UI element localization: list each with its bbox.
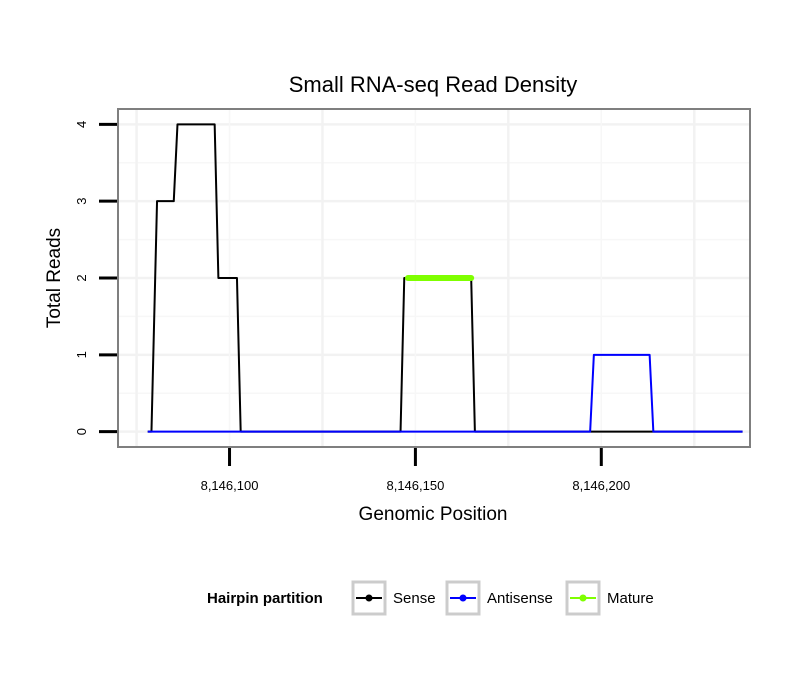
x-axis: 8,146,100 8,146,150 8,146,200 xyxy=(201,448,630,493)
legend-label-sense: Sense xyxy=(393,590,436,607)
series-layer xyxy=(147,123,743,433)
y-tick-label: 0 xyxy=(74,428,89,435)
legend-key-dot xyxy=(365,594,373,602)
legend-key-dot xyxy=(459,594,467,602)
x-tick-label: 8,146,200 xyxy=(572,478,630,493)
legend: Hairpin partition Sense Antisense Mature xyxy=(207,580,654,616)
legend-label-antisense: Antisense xyxy=(487,590,553,607)
y-axis-title: Total Reads xyxy=(44,228,65,328)
x-tick-label: 8,146,150 xyxy=(386,478,444,493)
y-tick-label: 2 xyxy=(74,274,89,281)
y-tick-label: 3 xyxy=(74,198,89,205)
legend-key-dot xyxy=(579,594,587,602)
legend-label-mature: Mature xyxy=(607,590,654,607)
x-tick-label: 8,146,100 xyxy=(201,478,259,493)
x-axis-title: Genomic Position xyxy=(359,504,508,525)
y-tick-label: 4 xyxy=(74,121,89,128)
series-line-antisense xyxy=(147,353,743,433)
plot-border xyxy=(117,108,751,448)
legend-title: Hairpin partition xyxy=(207,590,323,607)
plot-panel xyxy=(117,108,751,448)
chart-title: Small RNA-seq Read Density xyxy=(289,72,578,97)
y-axis: 0 1 2 3 4 xyxy=(74,121,117,435)
y-tick-label: 1 xyxy=(74,351,89,358)
